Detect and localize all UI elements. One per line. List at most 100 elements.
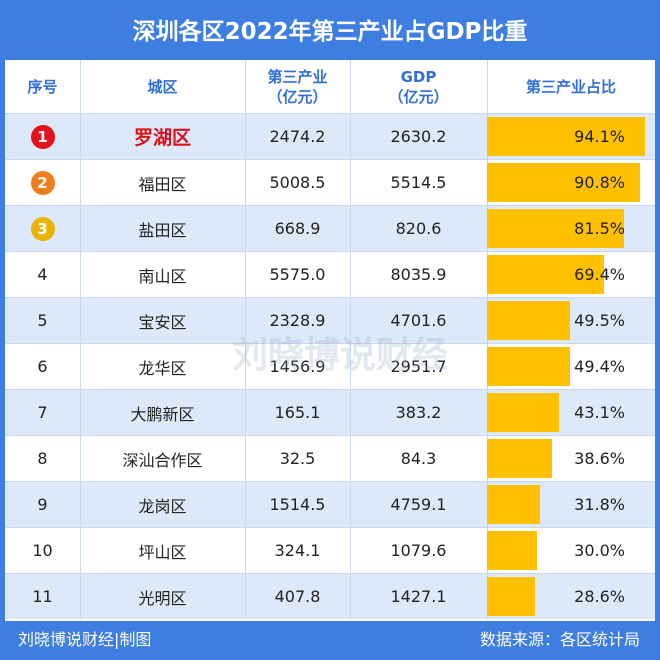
header-gdp: GDP （亿元）	[350, 60, 488, 113]
city-label: 坪山区	[138, 542, 187, 562]
city-cell: 福田区	[80, 160, 246, 205]
share-bar	[487, 439, 552, 478]
rank-label: 10	[32, 541, 53, 560]
table-row: 1 罗湖区 2474.2 2630.2 94.1%	[5, 113, 655, 159]
share-bar	[487, 117, 645, 156]
city-cell: 宝安区	[80, 298, 246, 343]
rank-cell: 4	[5, 252, 81, 297]
rank-label: 9	[37, 495, 48, 514]
rank-cell: 7	[5, 390, 81, 435]
gdp-value: 2951.7	[350, 344, 488, 389]
share-label: 30.0%	[574, 541, 625, 560]
tertiary-value: 1514.5	[245, 482, 351, 527]
city-label: 宝安区	[138, 312, 187, 332]
share-bar	[487, 485, 540, 524]
table-row: 11 光明区 407.8 1427.1 28.6%	[5, 573, 655, 619]
rank-cell: 3	[5, 206, 81, 251]
tertiary-value: 32.5	[245, 436, 351, 481]
city-cell: 深汕合作区	[80, 436, 246, 481]
share-bar	[487, 209, 624, 248]
gdp-value: 4759.1	[350, 482, 488, 527]
rank-cell: 6	[5, 344, 81, 389]
share-label: 94.1%	[574, 127, 625, 146]
header-tertiary: 第三产业 （亿元）	[245, 60, 351, 113]
gdp-value: 2630.2	[350, 114, 488, 159]
share-label: 49.4%	[574, 357, 625, 376]
table-row: 8 深汕合作区 32.5 84.3 38.6%	[5, 435, 655, 481]
tertiary-value: 1456.9	[245, 344, 351, 389]
share-cell: 31.8%	[487, 482, 655, 527]
share-bar	[487, 577, 535, 616]
tertiary-value: 5008.5	[245, 160, 351, 205]
tertiary-value: 5575.0	[245, 252, 351, 297]
city-label: 龙岗区	[138, 496, 187, 516]
share-label: 90.8%	[574, 173, 625, 192]
rank-cell: 11	[5, 574, 81, 619]
city-label: 盐田区	[138, 220, 187, 240]
city-cell: 罗湖区	[80, 114, 246, 159]
chart-title: 深圳各区2022年第三产业占GDP比重	[132, 19, 528, 45]
share-label: 38.6%	[574, 449, 625, 468]
rank-medal-icon: 1	[30, 124, 55, 149]
rank-cell: 10	[5, 528, 81, 573]
share-cell: 43.1%	[487, 390, 655, 435]
rank-cell: 8	[5, 436, 81, 481]
city-cell: 坪山区	[80, 528, 246, 573]
gdp-value: 4701.6	[350, 298, 488, 343]
share-cell: 38.6%	[487, 436, 655, 481]
city-cell: 光明区	[80, 574, 246, 619]
rank-cell: 5	[5, 298, 81, 343]
city-label: 福田区	[138, 174, 187, 194]
share-cell: 69.4%	[487, 252, 655, 297]
rank-cell: 2	[5, 160, 81, 205]
header-share: 第三产业占比	[525, 77, 616, 96]
share-cell: 90.8%	[487, 160, 655, 205]
share-label: 81.5%	[574, 219, 625, 238]
share-cell: 49.5%	[487, 298, 655, 343]
tertiary-value: 2328.9	[245, 298, 351, 343]
table-row: 6 龙华区 1456.9 2951.7 49.4%	[5, 343, 655, 389]
share-label: 69.4%	[574, 265, 625, 284]
table-row: 4 南山区 5575.0 8035.9 69.4%	[5, 251, 655, 297]
data-table: 序号 城区 第三产业 （亿元） GDP （亿元） 第三产业占比 1 罗湖区 2474…	[5, 60, 655, 621]
city-label: 大鹏新区	[130, 404, 195, 424]
share-cell: 28.6%	[487, 574, 655, 619]
city-cell: 龙华区	[80, 344, 246, 389]
rank-label: 5	[37, 311, 48, 330]
city-cell: 大鹏新区	[80, 390, 246, 435]
rank-label: 7	[37, 403, 48, 422]
city-label: 南山区	[138, 266, 187, 286]
footer: 刘晓博说财经|制图 数据来源：各区统计局	[0, 622, 660, 660]
gdp-value: 8035.9	[350, 252, 488, 297]
share-bar	[487, 531, 537, 570]
footer-source: 数据来源：各区统计局	[479, 630, 640, 649]
share-bar	[487, 347, 570, 386]
share-label: 28.6%	[574, 587, 625, 606]
city-label: 龙华区	[138, 358, 187, 378]
tertiary-value: 407.8	[245, 574, 351, 619]
table-row: 9 龙岗区 1514.5 4759.1 31.8%	[5, 481, 655, 527]
table-row: 2 福田区 5008.5 5514.5 90.8%	[5, 159, 655, 205]
share-cell: 81.5%	[487, 206, 655, 251]
rank-cell: 9	[5, 482, 81, 527]
tertiary-value: 2474.2	[245, 114, 351, 159]
share-cell: 30.0%	[487, 528, 655, 573]
rank-medal-icon: 2	[30, 170, 55, 195]
tertiary-value: 324.1	[245, 528, 351, 573]
table-header: 序号 城区 第三产业 （亿元） GDP （亿元） 第三产业占比	[5, 60, 655, 113]
rank-label: 6	[37, 357, 48, 376]
share-bar	[487, 301, 570, 340]
table-row: 5 宝安区 2328.9 4701.6 49.5%	[5, 297, 655, 343]
rank-cell: 1	[5, 114, 81, 159]
header-rank: 序号	[5, 60, 81, 113]
gdp-value: 84.3	[350, 436, 488, 481]
gdp-value: 820.6	[350, 206, 488, 251]
gdp-value: 1427.1	[350, 574, 488, 619]
table-row: 7 大鹏新区 165.1 383.2 43.1%	[5, 389, 655, 435]
tertiary-value: 668.9	[245, 206, 351, 251]
share-bar	[487, 393, 559, 432]
city-label: 光明区	[138, 588, 187, 608]
header-city: 城区	[80, 60, 246, 113]
rank-medal-icon: 3	[30, 216, 55, 241]
